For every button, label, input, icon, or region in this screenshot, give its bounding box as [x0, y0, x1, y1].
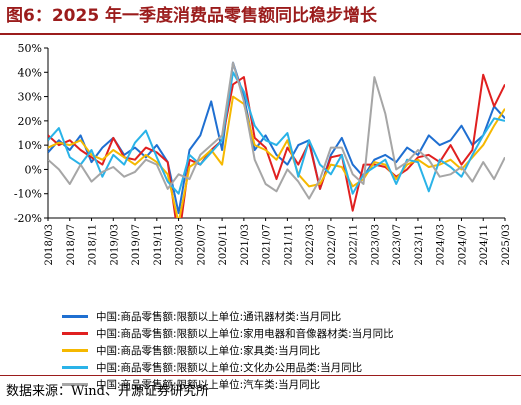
series-line-3: [48, 95, 505, 218]
y-tick-label: 20%: [18, 115, 42, 128]
x-tick-label: 2019/07: [131, 224, 142, 266]
y-tick-label: -10%: [14, 188, 42, 201]
x-tick-label: 2019/11: [153, 224, 164, 266]
data-source-note: 数据来源：Wind、开源证券研究所: [6, 384, 209, 399]
legend-item-5: 中国:商品零售额:限额以上单位:汽车类:当月同比: [62, 377, 517, 394]
legend-label: 中国:商品零售额:限额以上单位:汽车类:当月同比: [96, 379, 321, 391]
x-tick-label: 2021/11: [283, 224, 294, 266]
x-tick-label: 2020/07: [196, 224, 207, 266]
legend-item-4: 中国:商品零售额:限额以上单位:文化办公用品类:当月同比: [62, 360, 517, 377]
series-line-5: [48, 61, 505, 200]
x-tick-label: 2021/07: [262, 224, 273, 266]
line-chart: -20% -10% 0% 10% 20% 30% 40% 50% 2018/03 2018/07 2…: [14, 42, 512, 266]
x-tick-label: 2023/11: [414, 224, 425, 266]
series-line-4: [48, 71, 505, 195]
x-tick-label: 2024/11: [479, 224, 490, 266]
y-tick-label: 40%: [18, 66, 42, 79]
x-tick-label: 2019/03: [109, 224, 120, 266]
legend-label: 中国:商品零售额:限额以上单位:家用电器和音像器材类:当月同比: [96, 328, 394, 340]
legend-item-1: 中国:商品零售额:限额以上单位:通讯器材类:当月同比: [62, 309, 517, 326]
y-tick-label: 0%: [25, 163, 42, 176]
x-tick-label: 2023/07: [392, 224, 403, 266]
legend-label: 中国:商品零售额:限额以上单位:文化办公用品类:当月同比: [96, 362, 363, 374]
series-group: [48, 61, 505, 218]
x-tick-label: 2018/11: [88, 224, 99, 266]
y-tick-label: 30%: [18, 91, 42, 104]
legend-label: 中国:商品零售额:限额以上单位:通讯器材类:当月同比: [96, 311, 342, 323]
legend-swatch: [62, 365, 88, 369]
y-tick-label: -20%: [14, 212, 42, 225]
series-line-1: [48, 61, 505, 215]
x-tick-label: 2024/03: [436, 224, 447, 266]
x-tick-label: 2024/07: [457, 224, 468, 266]
x-tick-label: 2025/03: [501, 224, 512, 266]
legend-item-3: 中国:商品零售额:限额以上单位:家具类:当月同比: [62, 343, 517, 360]
legend-label: 中国:商品零售额:限额以上单位:家具类:当月同比: [96, 345, 321, 357]
x-tick-label: 2018/07: [66, 224, 77, 266]
legend-swatch: [62, 348, 88, 352]
legend-swatch: [62, 331, 88, 335]
legend-swatch: [62, 314, 88, 318]
x-tick-label: 2022/07: [327, 224, 338, 266]
x-tick-label: 2018/03: [44, 224, 55, 266]
x-tick-label: 2022/11: [349, 224, 360, 266]
legend-swatch: [62, 382, 88, 386]
footer-divider: [0, 375, 521, 376]
x-tick-label: 2023/03: [370, 224, 381, 266]
y-tick-label: 50%: [18, 42, 42, 55]
chart-legend: 中国:商品零售额:限额以上单位:通讯器材类:当月同比 中国:商品零售额:限额以上单…: [62, 309, 517, 394]
x-tick-label: 2022/03: [305, 224, 316, 266]
y-tick-label: 10%: [18, 139, 42, 152]
chart-area: -20% -10% 0% 10% 20% 30% 40% 50% 2018/03 2018/07 2…: [0, 38, 521, 391]
x-tick-label: 2020/11: [218, 224, 229, 266]
x-tick-label: 2020/03: [175, 224, 186, 266]
x-tick-label: 2021/03: [240, 224, 251, 266]
legend-item-2: 中国:商品零售额:限额以上单位:家用电器和音像器材类:当月同比: [62, 326, 517, 343]
page-title: 图6：2025 年一季度消费品零售额同比稳步增长: [6, 6, 378, 26]
title-divider: [0, 33, 521, 35]
